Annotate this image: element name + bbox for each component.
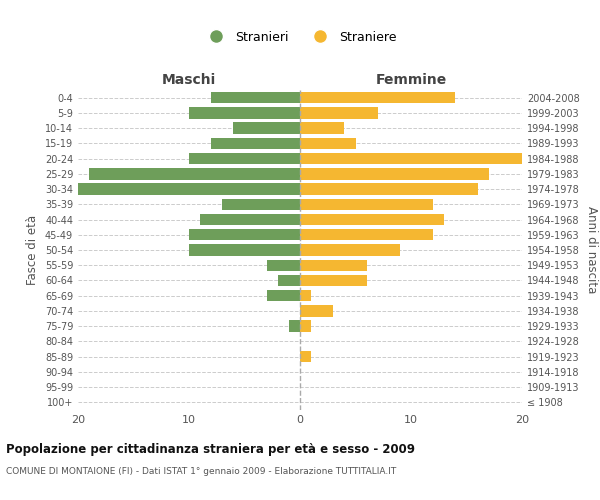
Bar: [189, 153, 300, 164]
Bar: [233, 122, 300, 134]
Bar: [267, 290, 300, 302]
Bar: [300, 198, 433, 210]
Y-axis label: Fasce di età: Fasce di età: [26, 215, 39, 285]
Legend: Stranieri, Straniere: Stranieri, Straniere: [199, 26, 401, 49]
Bar: [200, 214, 300, 225]
Bar: [300, 184, 478, 195]
Text: Femmine: Femmine: [376, 73, 446, 87]
Bar: [300, 107, 378, 118]
Bar: [300, 153, 522, 164]
Bar: [267, 260, 300, 271]
Bar: [300, 290, 311, 302]
Bar: [300, 275, 367, 286]
Bar: [89, 168, 300, 179]
Bar: [211, 138, 300, 149]
Bar: [300, 305, 334, 316]
Bar: [300, 168, 489, 179]
Bar: [300, 122, 344, 134]
Bar: [300, 229, 433, 240]
Bar: [300, 138, 356, 149]
Bar: [189, 244, 300, 256]
Bar: [300, 260, 367, 271]
Bar: [300, 244, 400, 256]
Bar: [300, 320, 311, 332]
Text: Maschi: Maschi: [162, 73, 216, 87]
Bar: [189, 107, 300, 118]
Bar: [189, 229, 300, 240]
Bar: [289, 320, 300, 332]
Text: COMUNE DI MONTAIONE (FI) - Dati ISTAT 1° gennaio 2009 - Elaborazione TUTTITALIA.: COMUNE DI MONTAIONE (FI) - Dati ISTAT 1°…: [6, 468, 396, 476]
Bar: [211, 92, 300, 104]
Bar: [300, 92, 455, 104]
Bar: [278, 275, 300, 286]
Bar: [300, 214, 445, 225]
Bar: [78, 184, 300, 195]
Y-axis label: Anni di nascita: Anni di nascita: [585, 206, 598, 294]
Text: Popolazione per cittadinanza straniera per età e sesso - 2009: Popolazione per cittadinanza straniera p…: [6, 442, 415, 456]
Bar: [223, 198, 300, 210]
Bar: [300, 351, 311, 362]
